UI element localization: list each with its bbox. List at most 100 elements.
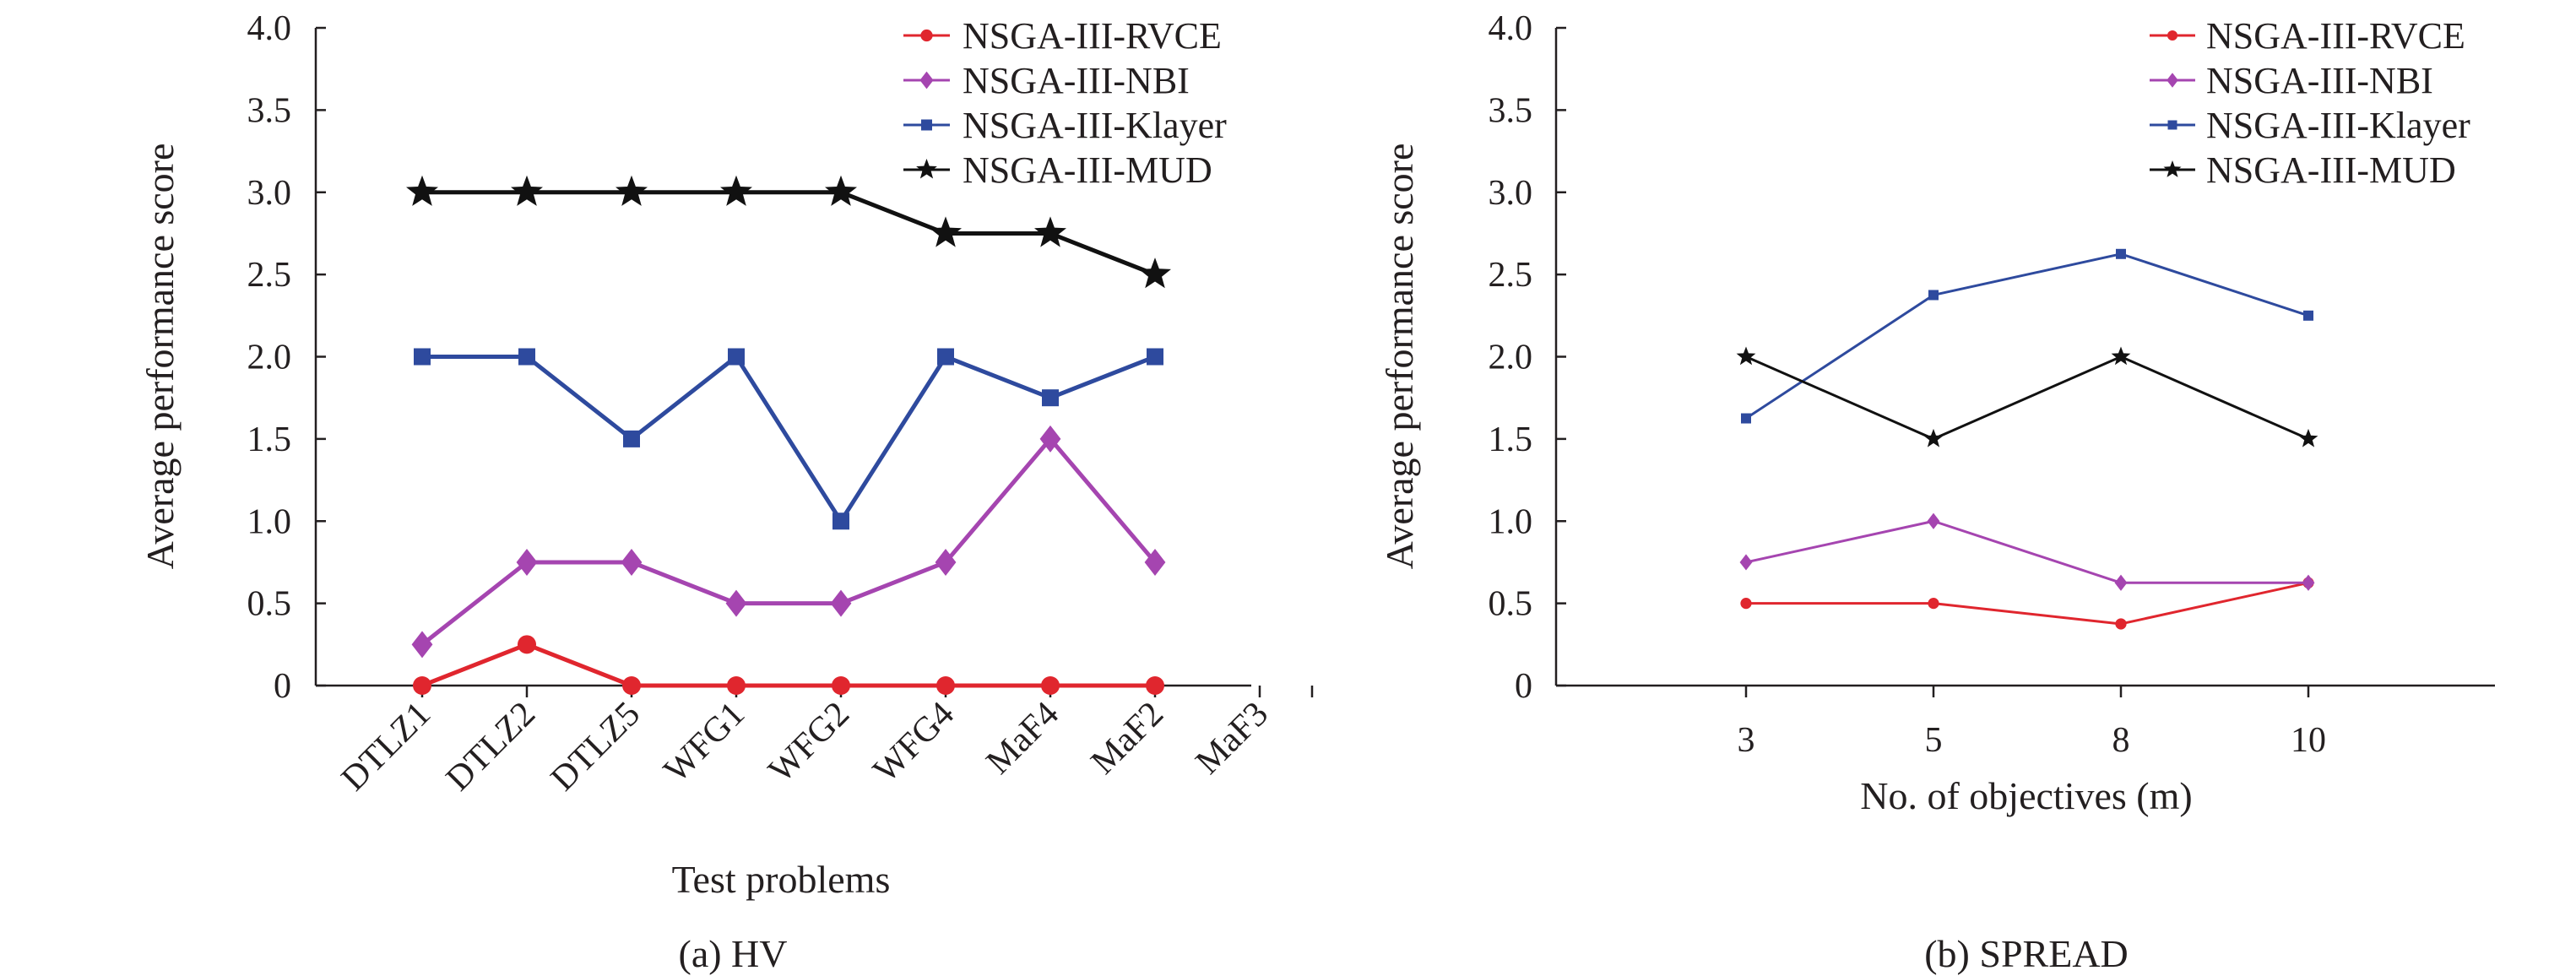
y-tick-label: 1.0 (1489, 502, 1533, 541)
data-point (1923, 428, 1944, 447)
y-tick-label: 2.5 (247, 256, 292, 295)
data-point (621, 548, 643, 576)
y-tick-label: 0 (274, 667, 291, 706)
data-point (414, 348, 431, 366)
data-point (2115, 618, 2127, 630)
legend-marker (2167, 30, 2178, 41)
x-tick-label: DTLZ1 (334, 695, 438, 799)
x-tick-label: MaF3 (1189, 695, 1276, 782)
legend-label: NSGA-III-Klayer (2206, 105, 2470, 146)
data-point (1928, 290, 1939, 301)
legend: NSGA-III-RVCENSGA-III-NBINSGA-III-Klayer… (2150, 15, 2470, 191)
legend-marker (921, 119, 932, 131)
series-line (1746, 581, 2309, 626)
legend-label: NSGA-III-MUD (2206, 149, 2456, 191)
data-point (1039, 425, 1061, 453)
data-point (1041, 676, 1060, 695)
series-nsga-iii-nbi (1739, 512, 2315, 591)
data-point (1928, 598, 1939, 610)
series-nsga-iii-mud (1736, 346, 2318, 447)
data-point (832, 676, 850, 695)
legend-label: NSGA-III-MUD (963, 149, 1212, 191)
data-point (727, 676, 746, 695)
data-point (2302, 574, 2315, 591)
data-point (616, 175, 648, 206)
x-axis-title: No. of objectives (m) (1860, 774, 2192, 817)
x-tick-label: MaF4 (979, 695, 1066, 782)
y-tick-label: 0.5 (1489, 585, 1533, 624)
x-tick-label: WFG4 (866, 695, 962, 790)
x-tick-label: MaF2 (1084, 695, 1171, 782)
data-point (825, 175, 857, 206)
chart-spread: 0 0.5 1.0 1.5 2.0 2.5 3.0 3.5 4.0 3 5 8 10 Average pe… (1378, 9, 2495, 975)
legend-label: NSGA-III-RVCE (2206, 15, 2465, 57)
y-tick-label: 3.0 (247, 174, 292, 213)
x-tick-label: WFG2 (762, 695, 857, 790)
series-line (422, 190, 1156, 277)
y-tick-label: 2.5 (1489, 256, 1533, 295)
series-nsga-iii-klayer (1741, 248, 2313, 424)
data-point (937, 348, 954, 366)
y-tick-label: 2.0 (1489, 339, 1533, 377)
y-axis-title: Average performance score (1378, 144, 1421, 570)
legend-marker (916, 159, 937, 179)
data-point (2303, 310, 2313, 321)
legend-label: NSGA-III-NBI (963, 60, 1190, 101)
y-tick-label: 3.5 (247, 91, 292, 130)
series-line (420, 436, 1157, 647)
data-point (830, 589, 852, 617)
x-tick-label: 5 (1925, 721, 1943, 760)
data-point (1034, 216, 1066, 247)
data-point (516, 548, 538, 576)
y-tick-label: 1.0 (247, 502, 292, 541)
legend-label: NSGA-III-RVCE (963, 15, 1222, 57)
y-tick-label: 0.5 (247, 585, 292, 624)
y-tick-label: 4.0 (247, 9, 292, 48)
data-point (1139, 258, 1171, 289)
legend: NSGA-III-RVCENSGA-III-NBINSGA-III-Klayer… (903, 15, 1227, 191)
y-axis-title: Average performance score (138, 144, 182, 570)
data-point (1741, 413, 1751, 424)
legend-marker (2167, 73, 2178, 88)
figure-caption: (a) HV (679, 932, 788, 975)
data-point (413, 676, 431, 695)
data-point (930, 216, 962, 247)
figure-caption: (b) SPREAD (1924, 932, 2129, 975)
legend-label: NSGA-III-NBI (2206, 60, 2433, 101)
x-tick-label: WFG1 (657, 695, 752, 790)
x-axis-title: Test problems (672, 858, 891, 901)
y-tick-label: 0 (1515, 667, 1532, 706)
chart-hv: 0 0.5 1.0 1.5 2.0 2.5 3.0 3.5 4.0 DTLZ1 DTLZ2 DTLZ5… (138, 9, 1314, 975)
data-point (720, 175, 752, 206)
y-tick-label: 1.5 (247, 420, 292, 459)
data-point (1042, 389, 1059, 407)
data-point (2114, 574, 2128, 591)
y-tick-label: 2.0 (247, 339, 292, 377)
legend-label: NSGA-III-Klayer (963, 105, 1227, 146)
data-point (1144, 548, 1166, 576)
legend-marker (2163, 160, 2182, 177)
data-point (406, 175, 438, 206)
data-point (1927, 512, 1940, 529)
data-point (2298, 428, 2318, 447)
series-line (421, 642, 1155, 688)
data-point (2111, 346, 2131, 366)
data-point (728, 348, 745, 366)
data-point (725, 589, 747, 617)
y-tick-label: 1.5 (1489, 420, 1533, 459)
x-tick-label: 3 (1738, 721, 1755, 760)
series-line (1745, 355, 2309, 441)
series-line (422, 355, 1156, 523)
series-nsga-iii-rvce (1740, 577, 2314, 630)
data-point (1147, 348, 1163, 366)
data-point (622, 676, 641, 695)
data-point (936, 676, 955, 695)
data-point (1736, 346, 1756, 366)
series-nsga-iii-nbi (411, 425, 1166, 659)
series-nsga-iii-mud (406, 175, 1171, 289)
series-nsga-iii-rvce (413, 635, 1164, 695)
x-tick-label: 8 (2112, 721, 2130, 760)
data-point (935, 548, 957, 576)
x-tick-label: 10 (2291, 721, 2326, 760)
data-point (2116, 248, 2126, 259)
